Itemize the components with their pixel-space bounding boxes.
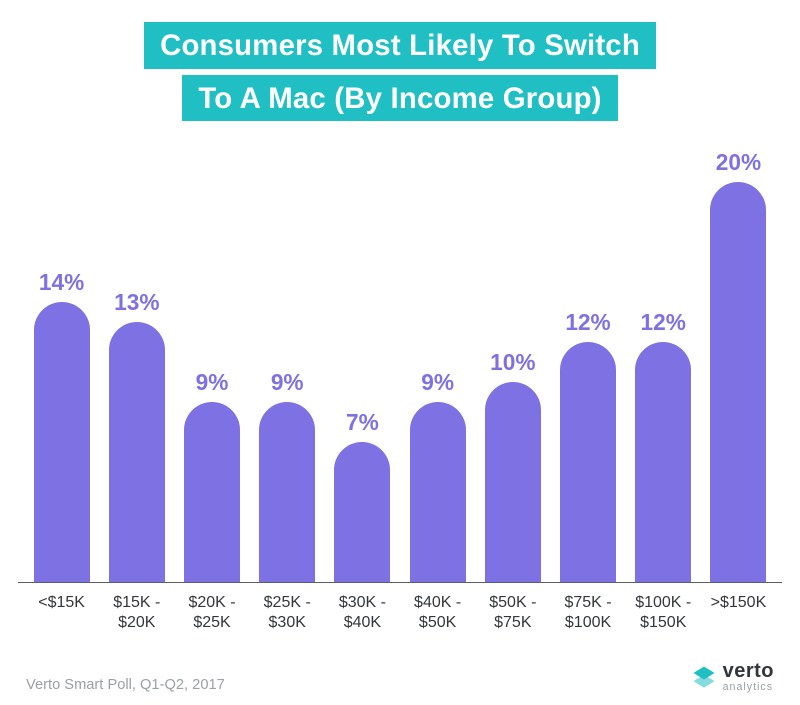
x-axis-label: $25K -$30K [250, 593, 325, 633]
bar [259, 402, 315, 582]
bar-col: 20% [701, 149, 776, 582]
bar-value-label: 12% [565, 309, 610, 336]
bar-col: 7% [325, 149, 400, 582]
bar-value-label: 20% [716, 149, 761, 176]
bar-value-label: 9% [271, 369, 304, 396]
bar-value-label: 9% [421, 369, 454, 396]
x-axis-label: >$150K [701, 593, 776, 633]
bar [710, 182, 766, 582]
bar [635, 342, 691, 582]
bar-col: 9% [250, 149, 325, 582]
chart-title: Consumers Most Likely To Switch To A Mac… [18, 22, 782, 121]
bars-group: 14% 13% 9% 9% 7% 9% 10% 12% 12% 20% [24, 149, 776, 582]
brand-logo: verto analytics [691, 661, 774, 693]
x-axis-label: $50K -$75K [475, 593, 550, 633]
x-axis-label: $75K -$100K [550, 593, 625, 633]
brand-logo-text: verto analytics [723, 661, 774, 693]
bar-value-label: 12% [641, 309, 686, 336]
chart-footer: Verto Smart Poll, Q1-Q2, 2017 verto anal… [18, 661, 782, 695]
x-axis-label: $15K -$20K [99, 593, 174, 633]
bar [560, 342, 616, 582]
chart-container: Consumers Most Likely To Switch To A Mac… [0, 0, 800, 705]
bar [334, 442, 390, 582]
bar-value-label: 9% [196, 369, 229, 396]
x-axis-label: $20K -$25K [174, 593, 249, 633]
bar [109, 322, 165, 582]
bar-value-label: 14% [39, 269, 84, 296]
bar-value-label: 7% [346, 409, 379, 436]
chart-title-line-1: Consumers Most Likely To Switch [144, 22, 656, 69]
bar-col: 10% [475, 149, 550, 582]
bar-col: 12% [626, 149, 701, 582]
x-axis-label: $40K -$50K [400, 593, 475, 633]
bar [410, 402, 466, 582]
bar-value-label: 10% [490, 349, 535, 376]
x-axis-label: <$15K [24, 593, 99, 633]
bar-value-label: 13% [114, 289, 159, 316]
x-axis-label: $100K -$150K [626, 593, 701, 633]
brand-logo-main: verto [723, 661, 774, 681]
plot-area: 14% 13% 9% 9% 7% 9% 10% 12% 12% 20% [18, 149, 782, 583]
bar-col: 14% [24, 149, 99, 582]
source-note: Verto Smart Poll, Q1-Q2, 2017 [26, 677, 225, 693]
bar-col: 9% [400, 149, 475, 582]
x-axis-label: $30K -$40K [325, 593, 400, 633]
x-axis-labels: <$15K$15K -$20K$20K -$25K$25K -$30K$30K … [18, 583, 782, 633]
bar [34, 302, 90, 582]
bar-col: 12% [550, 149, 625, 582]
bar-col: 13% [99, 149, 174, 582]
brand-logo-sub: analytics [723, 682, 774, 693]
bar [485, 382, 541, 582]
bar [184, 402, 240, 582]
chart-title-line-2: To A Mac (By Income Group) [182, 75, 617, 122]
verto-logo-icon [691, 664, 717, 690]
bar-col: 9% [174, 149, 249, 582]
